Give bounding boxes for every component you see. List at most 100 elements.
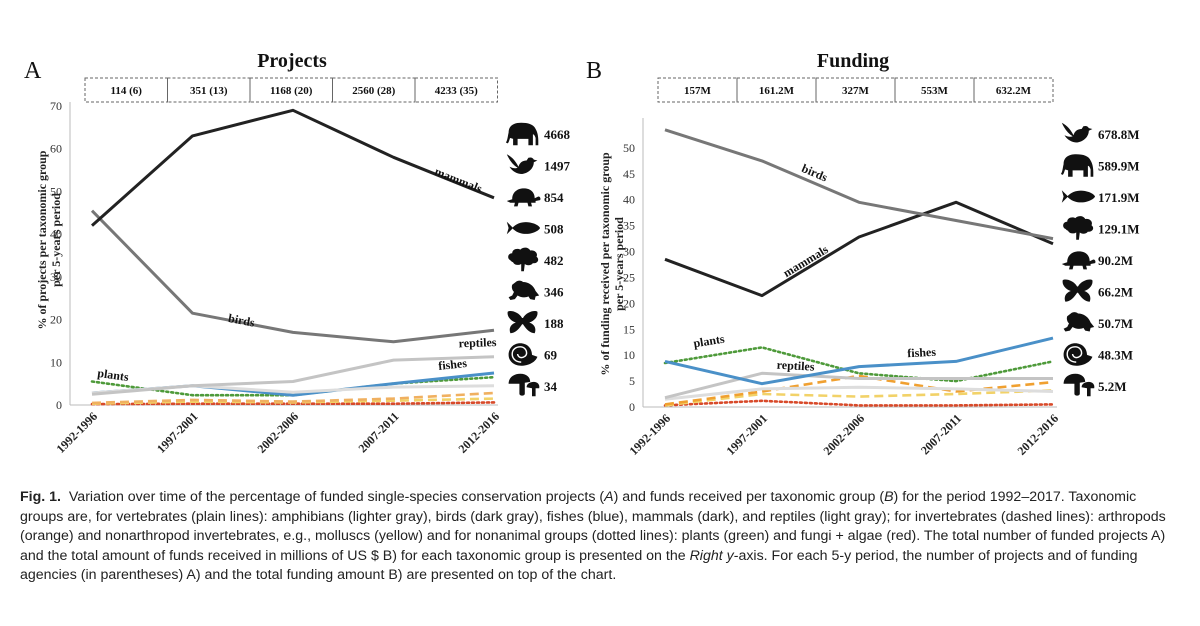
elephant-icon	[505, 122, 539, 146]
series-line-birds	[90, 209, 495, 344]
x-tick-label: 2012-2016	[455, 409, 502, 456]
caption-body: Variation over time of the percentage of…	[20, 489, 1166, 583]
panel-letter: B	[586, 58, 602, 84]
panel-b-funding: B Funding 157M 161.2M 327M 553M 632.2M 0 5 10 15 20…	[586, 50, 1140, 458]
figure-caption: Fig. 1. Variation over time of the perce…	[20, 488, 1180, 586]
caption-lead: Fig. 1.	[20, 489, 61, 505]
period-box-label: 632.2M	[996, 85, 1032, 97]
nautilus-icon	[507, 342, 539, 367]
caption-text: ) and funds received per taxonomic group…	[613, 489, 885, 505]
y-tick-label: 15	[623, 322, 635, 336]
y-tick-label: 70	[50, 99, 62, 113]
y-tick-label: 20	[623, 296, 635, 310]
series-label-plants: plants	[97, 366, 130, 384]
y-tick-label: 35	[623, 219, 635, 233]
series-label-birds: birds	[800, 161, 830, 184]
series-label-fishes: fishes	[907, 345, 937, 361]
period-box-label: 114 (6)	[111, 85, 143, 97]
y-axis-label-line: % of projects per taxonomic group	[35, 150, 49, 329]
total-value: 50.7M	[1098, 316, 1133, 331]
x-tick-label: 2007-2011	[918, 411, 964, 457]
y-tick-label: 0	[629, 400, 635, 414]
period-box-label: 327M	[842, 85, 870, 97]
series-line-plants	[663, 346, 1055, 383]
series-label-birds: birds	[227, 311, 256, 330]
bird-icon	[1061, 122, 1093, 143]
series-label-mammals: mammals	[433, 164, 485, 196]
x-tick-label: 2002-2006	[254, 409, 301, 456]
y-axis-label-line: per 5-years period	[49, 193, 63, 287]
series-label-reptiles: reptiles	[776, 358, 815, 374]
x-tick-label: 1997-2001	[154, 409, 201, 456]
series-line-birds	[664, 128, 1054, 241]
total-value: 48.3M	[1098, 348, 1133, 363]
butterfly-icon	[507, 311, 538, 334]
period-box	[84, 77, 168, 103]
period-box	[815, 77, 896, 103]
elephant-icon	[1060, 154, 1094, 177]
caption-text: ) for the period 1992–2017. Taxonomic gr…	[20, 489, 1166, 564]
period-box-label: 4233 (35)	[435, 85, 478, 97]
turtle-icon	[506, 188, 541, 207]
series-label-mammals: mammals	[781, 242, 831, 280]
period-box	[167, 77, 251, 103]
y-tick-label: 30	[50, 270, 62, 284]
series-label-plants: plants	[692, 332, 725, 351]
y-tick-label: 50	[623, 141, 635, 155]
x-tick-label: 1992-1996	[53, 409, 100, 456]
butterfly-icon	[1062, 279, 1093, 302]
series-line-reptiles	[664, 371, 1053, 400]
total-value: 34	[544, 379, 558, 394]
series-line-amphibians	[664, 385, 1054, 401]
frog-icon	[508, 280, 540, 300]
caption-italic: Right y	[689, 547, 734, 564]
fish-icon	[506, 221, 541, 235]
series-line-fungi-algae	[90, 401, 496, 406]
series-line-fishes	[664, 336, 1054, 386]
y-tick-label: 25	[623, 270, 635, 284]
x-tick-label: 2012-2016	[1014, 411, 1061, 458]
y-tick-label: 60	[50, 142, 62, 156]
y-tick-label: 50	[50, 184, 62, 198]
series-line-fungi-algae	[663, 399, 1055, 407]
chart-title: Projects	[257, 50, 327, 72]
y-tick-label: 45	[623, 167, 635, 181]
caption-italic: B	[884, 489, 894, 505]
figure: A Projects 114 (6) 351 (13) 1168 (20) 2560 (2…	[24, 50, 1140, 458]
series-label-fishes: fishes	[438, 356, 468, 373]
period-box	[414, 77, 498, 103]
period-box	[249, 77, 333, 103]
y-tick-label: 0	[56, 398, 62, 412]
period-box	[973, 77, 1054, 103]
total-value: 188	[544, 316, 564, 331]
mushroom-icon	[508, 373, 540, 397]
period-box-label: 1168 (20)	[270, 85, 313, 97]
fish-icon	[1061, 190, 1096, 203]
turtle-icon	[1061, 251, 1096, 270]
period-box	[657, 77, 738, 103]
period-box-label: 2560 (28)	[352, 85, 395, 97]
y-tick-label: 5	[629, 374, 635, 388]
y-axis-label-line: per 5-years period	[612, 217, 626, 311]
y-tick-label: 40	[50, 227, 62, 241]
period-box-label: 157M	[684, 85, 712, 97]
x-tick-label: 2002-2006	[820, 411, 867, 458]
period-box-label: 161.2M	[759, 85, 795, 97]
tree-icon	[1063, 216, 1094, 240]
period-box	[736, 77, 817, 103]
frog-icon	[1063, 312, 1095, 332]
bird-icon	[506, 154, 538, 174]
mushroom-icon	[1063, 373, 1095, 397]
total-value: 678.8M	[1098, 127, 1140, 142]
series-line-nonarthropod-invertebrates	[664, 389, 1054, 407]
caption-text: Variation over time of the percentage of…	[68, 489, 605, 505]
y-axis-label: % of funding received per taxonomic grou…	[598, 152, 626, 376]
caption-text: -axis. For each 5-y period, the number o…	[20, 547, 1138, 584]
total-value: 1497	[544, 159, 571, 174]
total-value: 854	[544, 190, 564, 205]
y-tick-label: 40	[623, 193, 635, 207]
total-value: 69	[544, 348, 558, 363]
period-box	[894, 77, 975, 103]
panel-letter: A	[24, 58, 42, 84]
series-line-reptiles	[91, 355, 495, 396]
